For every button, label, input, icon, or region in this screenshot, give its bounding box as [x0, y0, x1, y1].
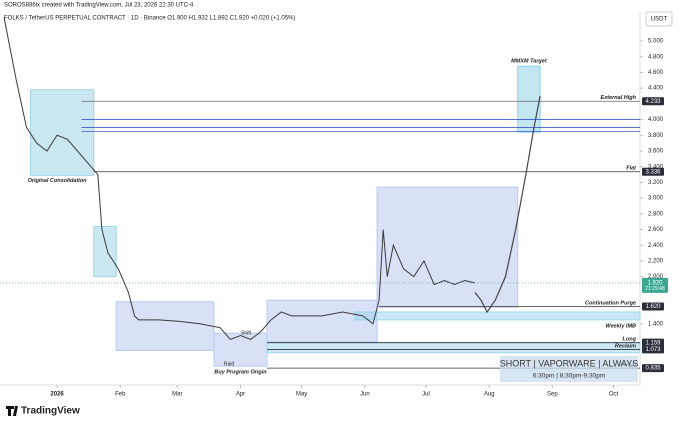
x-tick-label: Oct — [609, 392, 619, 398]
zone — [266, 299, 378, 343]
x-tick-label: Jun — [360, 392, 370, 398]
price-tag — [642, 97, 664, 106]
price-tag-label: 3.336 — [645, 169, 661, 175]
price-line — [3, 17, 476, 341]
price-tag-label: 4.233 — [645, 99, 661, 105]
plot: Original Consolidation Buy Program Origin… — [0, 17, 668, 398]
level-label: Long — [623, 337, 637, 343]
y-tick-label: 3.800 — [648, 133, 664, 139]
y-tick-label: 2.800 — [648, 211, 664, 217]
x-tick-label: Apr — [236, 392, 245, 398]
countdown: 21:29:48 — [645, 286, 665, 292]
zone-label: Original Consolidation — [28, 178, 88, 184]
zone — [517, 65, 541, 133]
price-tag-label: 0.835 — [645, 366, 661, 372]
annotation: Raid — [224, 361, 235, 367]
overlay-title: SHORT | VAPORWARE | ALWAYS — [500, 358, 639, 368]
zone — [93, 225, 117, 278]
y-tick-label: 4.400 — [648, 86, 664, 92]
y-tick-label: 3.000 — [648, 196, 664, 202]
x-tick-label: Aug — [484, 392, 495, 398]
zone — [115, 301, 215, 351]
zone-label: MMXM Target — [511, 59, 548, 65]
level-label: Reclaim — [615, 343, 636, 349]
projection-line — [474, 95, 541, 314]
price-tag-label: 1.620 — [645, 304, 661, 310]
level-label: External High — [601, 95, 637, 101]
price-tag — [642, 167, 664, 176]
x-tick-label: May — [296, 392, 307, 398]
y-tick-label: 3.600 — [648, 149, 664, 155]
zone — [30, 89, 95, 176]
overlay-box — [500, 356, 638, 382]
symbol-line: FOLKS / TetherUS PERPETUAL CONTRACT · 1D… — [4, 16, 295, 22]
last-price-label: 1.920 — [647, 280, 663, 286]
y-tick-label: 2.000 — [648, 274, 664, 280]
x-tick-label: Jul — [422, 392, 430, 398]
price-tag-label: 1.073 — [645, 347, 661, 353]
zone — [354, 311, 641, 321]
x-tick-label: 2026 — [50, 392, 64, 398]
zone — [266, 342, 641, 354]
zone-label: Buy Program Origin — [214, 370, 267, 376]
x-tick-label: Sep — [547, 392, 558, 398]
logo-text: TradingView — [21, 406, 80, 417]
zone-label: Weekly IMB — [606, 323, 636, 329]
price-tag — [642, 345, 664, 354]
price-tag — [642, 338, 664, 347]
y-tick-label: 4.600 — [648, 70, 664, 76]
currency-button[interactable] — [645, 11, 673, 27]
zone — [376, 186, 519, 308]
price-tag-label: 1.159 — [645, 340, 661, 346]
y-tick-label: 5.000 — [648, 39, 664, 45]
level-label: Flat — [626, 166, 637, 172]
x-tick-label: Feb — [115, 392, 126, 398]
y-tick-label: 3.400 — [648, 164, 664, 170]
annotation: Shift — [241, 330, 252, 336]
overlay-subtitle: 6:30pm | 8:30pm-9:30pm — [533, 373, 606, 380]
y-tick-label: 2.400 — [648, 243, 664, 249]
x-tick-label: Mar — [172, 392, 182, 398]
zone — [213, 332, 268, 367]
last-price-tag — [642, 277, 668, 293]
y-tick-label: 1.400 — [648, 321, 664, 327]
y-tick-label: 4.800 — [648, 54, 664, 60]
y-tick-label: 3.200 — [648, 180, 664, 186]
price-tag — [642, 364, 664, 373]
currency[interactable]: USDT — [651, 17, 668, 23]
y-tick-label: 4.000 — [648, 117, 664, 123]
y-tick-label: 2.600 — [648, 227, 664, 233]
y-tick-label: 2.200 — [648, 259, 664, 265]
credit: SOROS886ix created with TradingView.com,… — [4, 3, 194, 9]
level-label: Continuation Purge — [585, 300, 636, 306]
logo-mark — [6, 406, 18, 416]
logo: TradingView — [6, 406, 80, 417]
price-tag — [642, 302, 664, 311]
